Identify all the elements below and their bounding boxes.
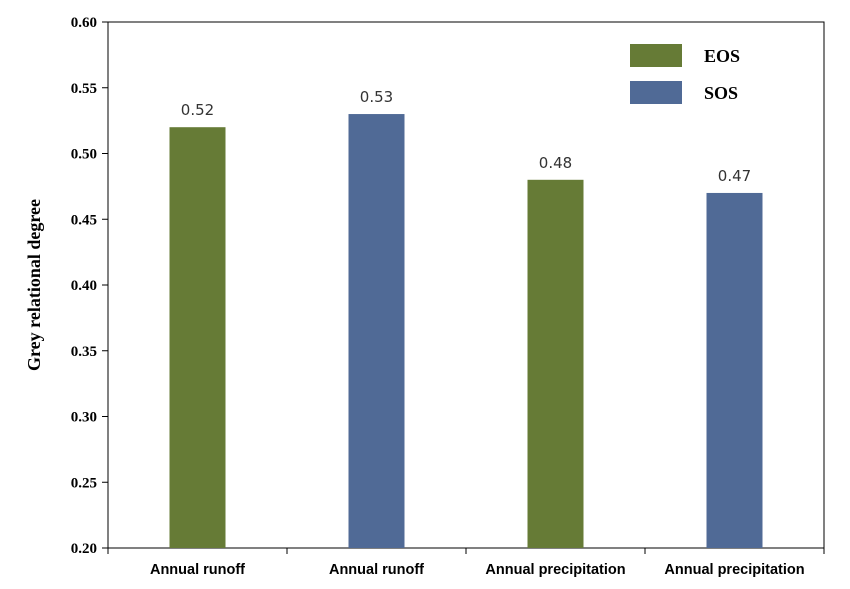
legend: EOS SOS: [630, 44, 740, 104]
y-axis-title: Grey relational degree: [24, 199, 44, 371]
y-tick-label: 0.55: [71, 81, 97, 97]
bar-eos: [527, 179, 584, 549]
legend-label-sos: SOS: [704, 83, 738, 103]
y-tick-label: 0.40: [71, 278, 97, 294]
x-tick-label: Annual precipitation: [664, 562, 804, 578]
bar-value-label: 0.52: [181, 101, 214, 119]
plot-area: [107, 21, 825, 549]
bar-sos: [706, 192, 763, 548]
legend-swatch-sos: [630, 81, 682, 104]
x-tick-label: Annual precipitation: [485, 562, 625, 578]
y-tick-label: 0.30: [71, 410, 97, 426]
y-tick-label: 0.35: [71, 344, 97, 360]
x-tick-label: Annual runoff: [329, 562, 424, 578]
x-tick-label: Annual runoff: [150, 562, 245, 578]
bar-value-label: 0.47: [718, 167, 751, 185]
data-labels: 0.52 0.53 0.48 0.47: [181, 88, 751, 185]
y-tick-label: 0.25: [71, 475, 97, 491]
y-tick-label: 0.20: [71, 541, 97, 557]
bar-sos: [348, 114, 405, 549]
y-tick-label: 0.60: [71, 15, 97, 31]
y-tick-label: 0.50: [71, 147, 97, 163]
y-tick-label: 0.45: [71, 212, 97, 228]
bar-value-label: 0.53: [360, 88, 393, 106]
legend-label-eos: EOS: [704, 46, 740, 66]
bars: [169, 114, 763, 549]
bar-value-label: 0.48: [539, 154, 572, 172]
y-axis: 0.20 0.25 0.30 0.35 0.40 0.45 0.50 0.55 0.60: [71, 15, 108, 557]
legend-swatch-eos: [630, 44, 682, 67]
x-axis: Annual runoff Annual runoff Annual precipi…: [107, 548, 825, 578]
bar-eos: [169, 127, 226, 548]
